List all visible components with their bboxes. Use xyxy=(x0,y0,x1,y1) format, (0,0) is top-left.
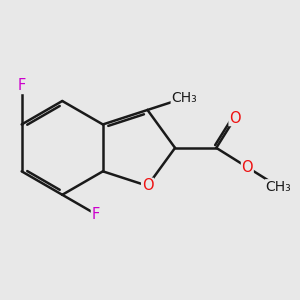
Text: O: O xyxy=(142,178,153,193)
Text: O: O xyxy=(229,111,241,126)
Text: F: F xyxy=(92,206,100,221)
Text: O: O xyxy=(242,160,253,175)
Text: CH₃: CH₃ xyxy=(266,180,291,194)
Text: CH₃: CH₃ xyxy=(171,91,197,105)
Text: F: F xyxy=(17,79,26,94)
